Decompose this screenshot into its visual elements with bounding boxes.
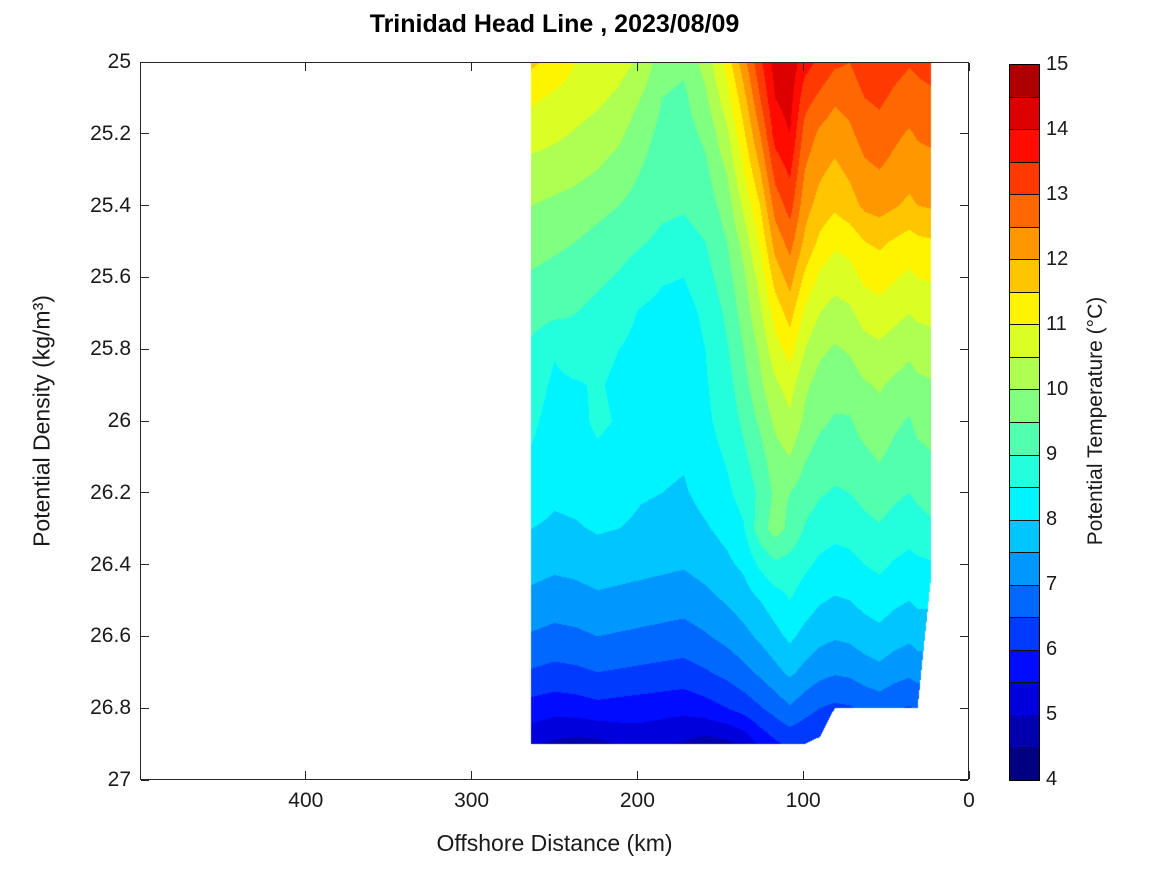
contour-plot-area [140, 62, 969, 780]
colorbar-segment [1010, 553, 1039, 586]
colorbar-tick-label: 9 [1046, 443, 1058, 465]
x-tick-mark-top [968, 63, 970, 71]
y-tick-label: 26.4 [90, 552, 131, 576]
y-tick-mark-right [960, 779, 968, 781]
x-tick-mark [636, 771, 638, 779]
colorbar-tick-label: 10 [1046, 378, 1069, 400]
colorbar-tick-label: 14 [1046, 118, 1069, 140]
colorbar-tick-label: 7 [1046, 573, 1058, 595]
y-tick-mark-right [960, 61, 968, 63]
y-tick-mark-right [960, 276, 968, 278]
colorbar-tick-label: 8 [1046, 508, 1058, 530]
y-tick-mark [141, 635, 149, 637]
y-tick-mark [141, 492, 149, 494]
colorbar-segment [1010, 357, 1039, 391]
y-tick-label: 25.2 [90, 121, 131, 145]
colorbar-segment [1010, 390, 1039, 423]
y-tick-label: 27 [107, 768, 131, 791]
colorbar-segment [1010, 97, 1039, 131]
y-tick-mark-right [960, 348, 968, 350]
colorbar-tick-label: 13 [1046, 183, 1069, 205]
y-tick-label: 25.6 [90, 265, 131, 289]
y-tick-mark [141, 133, 149, 135]
colorbar-segment [1010, 748, 1039, 780]
y-tick-label: 26 [107, 409, 131, 432]
y-tick-mark-right [960, 492, 968, 494]
x-tick-label: 0 [963, 789, 975, 812]
x-tick-mark [968, 771, 970, 779]
x-tick-label: 300 [454, 789, 490, 812]
colorbar-segment [1010, 292, 1039, 326]
x-tick-mark [305, 771, 307, 779]
y-tick-label: 25.4 [90, 193, 131, 217]
colorbar-segment [1010, 260, 1039, 293]
y-tick-mark [141, 420, 149, 422]
colorbar-segment [1010, 488, 1039, 521]
x-tick-mark-top [305, 63, 307, 71]
y-tick-mark [141, 348, 149, 350]
colorbar-segment [1010, 325, 1039, 358]
y-tick-mark [141, 61, 149, 63]
x-tick-mark [471, 771, 473, 779]
colorbar-segment [1010, 227, 1039, 261]
y-tick-mark-right [960, 707, 968, 709]
x-tick-label: 200 [619, 789, 655, 812]
y-tick-mark [141, 779, 149, 781]
colorbar-segment [1010, 64, 1039, 98]
y-tick-mark-right [960, 635, 968, 637]
y-tick-label: 26.2 [90, 480, 131, 504]
colorbar-tick-label: 5 [1046, 703, 1058, 725]
colorbar-segment [1010, 195, 1039, 228]
y-tick-mark-right [960, 205, 968, 207]
colorbar [1009, 64, 1040, 781]
x-tick-label: 100 [785, 789, 821, 812]
y-tick-mark-right [960, 133, 968, 135]
colorbar-segment [1010, 455, 1039, 489]
colorbar-segment [1010, 162, 1039, 196]
colorbar-tick-label: 15 [1046, 53, 1069, 75]
y-tick-label: 26.8 [90, 696, 131, 720]
y-tick-mark [141, 205, 149, 207]
colorbar-segment [1010, 618, 1039, 651]
colorbar-tick-label: 11 [1046, 313, 1067, 335]
colorbar-segment [1010, 585, 1039, 619]
x-tick-label: 400 [288, 789, 324, 812]
y-tick-mark-right [960, 564, 968, 566]
y-tick-mark [141, 276, 149, 278]
colorbar-tick-label: 12 [1046, 248, 1069, 270]
colorbar-segment [1010, 520, 1039, 554]
x-tick-mark-top [471, 63, 473, 71]
y-tick-mark-right [960, 420, 968, 422]
x-axis-label: Offshore Distance (km) [436, 830, 673, 856]
colorbar-segment [1010, 650, 1039, 684]
colorbar-segment [1010, 715, 1039, 749]
y-tick-label: 26.6 [90, 624, 131, 648]
chart-title: Trinidad Head Line , 2023/08/09 [369, 10, 740, 38]
y-tick-label: 25 [107, 50, 131, 73]
colorbar-segment [1010, 130, 1039, 163]
y-tick-mark [141, 564, 149, 566]
y-tick-mark [141, 707, 149, 709]
colorbar-segment [1010, 683, 1039, 716]
colorbar-tick-label: 6 [1046, 638, 1058, 660]
x-tick-mark-top [802, 63, 804, 71]
x-tick-mark-top [636, 63, 638, 71]
colorbar-tick-label: 4 [1046, 768, 1058, 790]
y-tick-label: 25.8 [90, 337, 131, 361]
colorbar-segment [1010, 422, 1039, 456]
x-tick-mark [802, 771, 804, 779]
